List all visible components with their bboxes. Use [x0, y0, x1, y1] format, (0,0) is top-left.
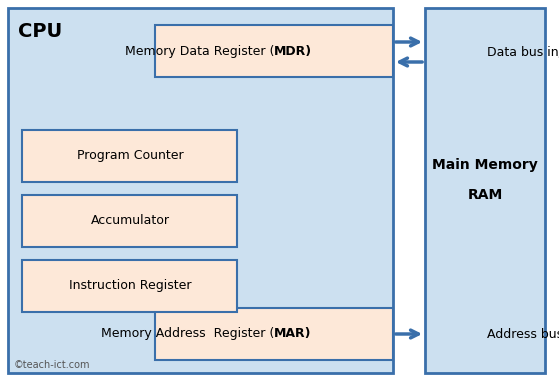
- Text: Memory Address  Register (: Memory Address Register (: [101, 327, 274, 341]
- Bar: [155, 308, 393, 360]
- Bar: [22, 260, 237, 312]
- Text: Program Counter: Program Counter: [77, 149, 183, 163]
- Bar: [22, 195, 237, 247]
- Bar: [155, 25, 393, 77]
- Text: Address bus in: Address bus in: [487, 327, 559, 341]
- Text: Instruction Register: Instruction Register: [69, 279, 191, 293]
- Text: ©teach-ict.com: ©teach-ict.com: [14, 360, 91, 370]
- Text: Accumulator: Accumulator: [91, 214, 169, 228]
- Text: Memory Data Register (: Memory Data Register (: [125, 45, 274, 58]
- Text: MDR): MDR): [274, 45, 312, 58]
- Bar: [425, 8, 545, 373]
- Text: CPU: CPU: [18, 22, 62, 41]
- Bar: [22, 130, 237, 182]
- Bar: [8, 8, 393, 373]
- Text: RAM: RAM: [467, 188, 503, 202]
- Text: Data bus in/out: Data bus in/out: [487, 46, 559, 58]
- Text: MAR): MAR): [274, 327, 311, 341]
- Text: Main Memory: Main Memory: [432, 158, 538, 172]
